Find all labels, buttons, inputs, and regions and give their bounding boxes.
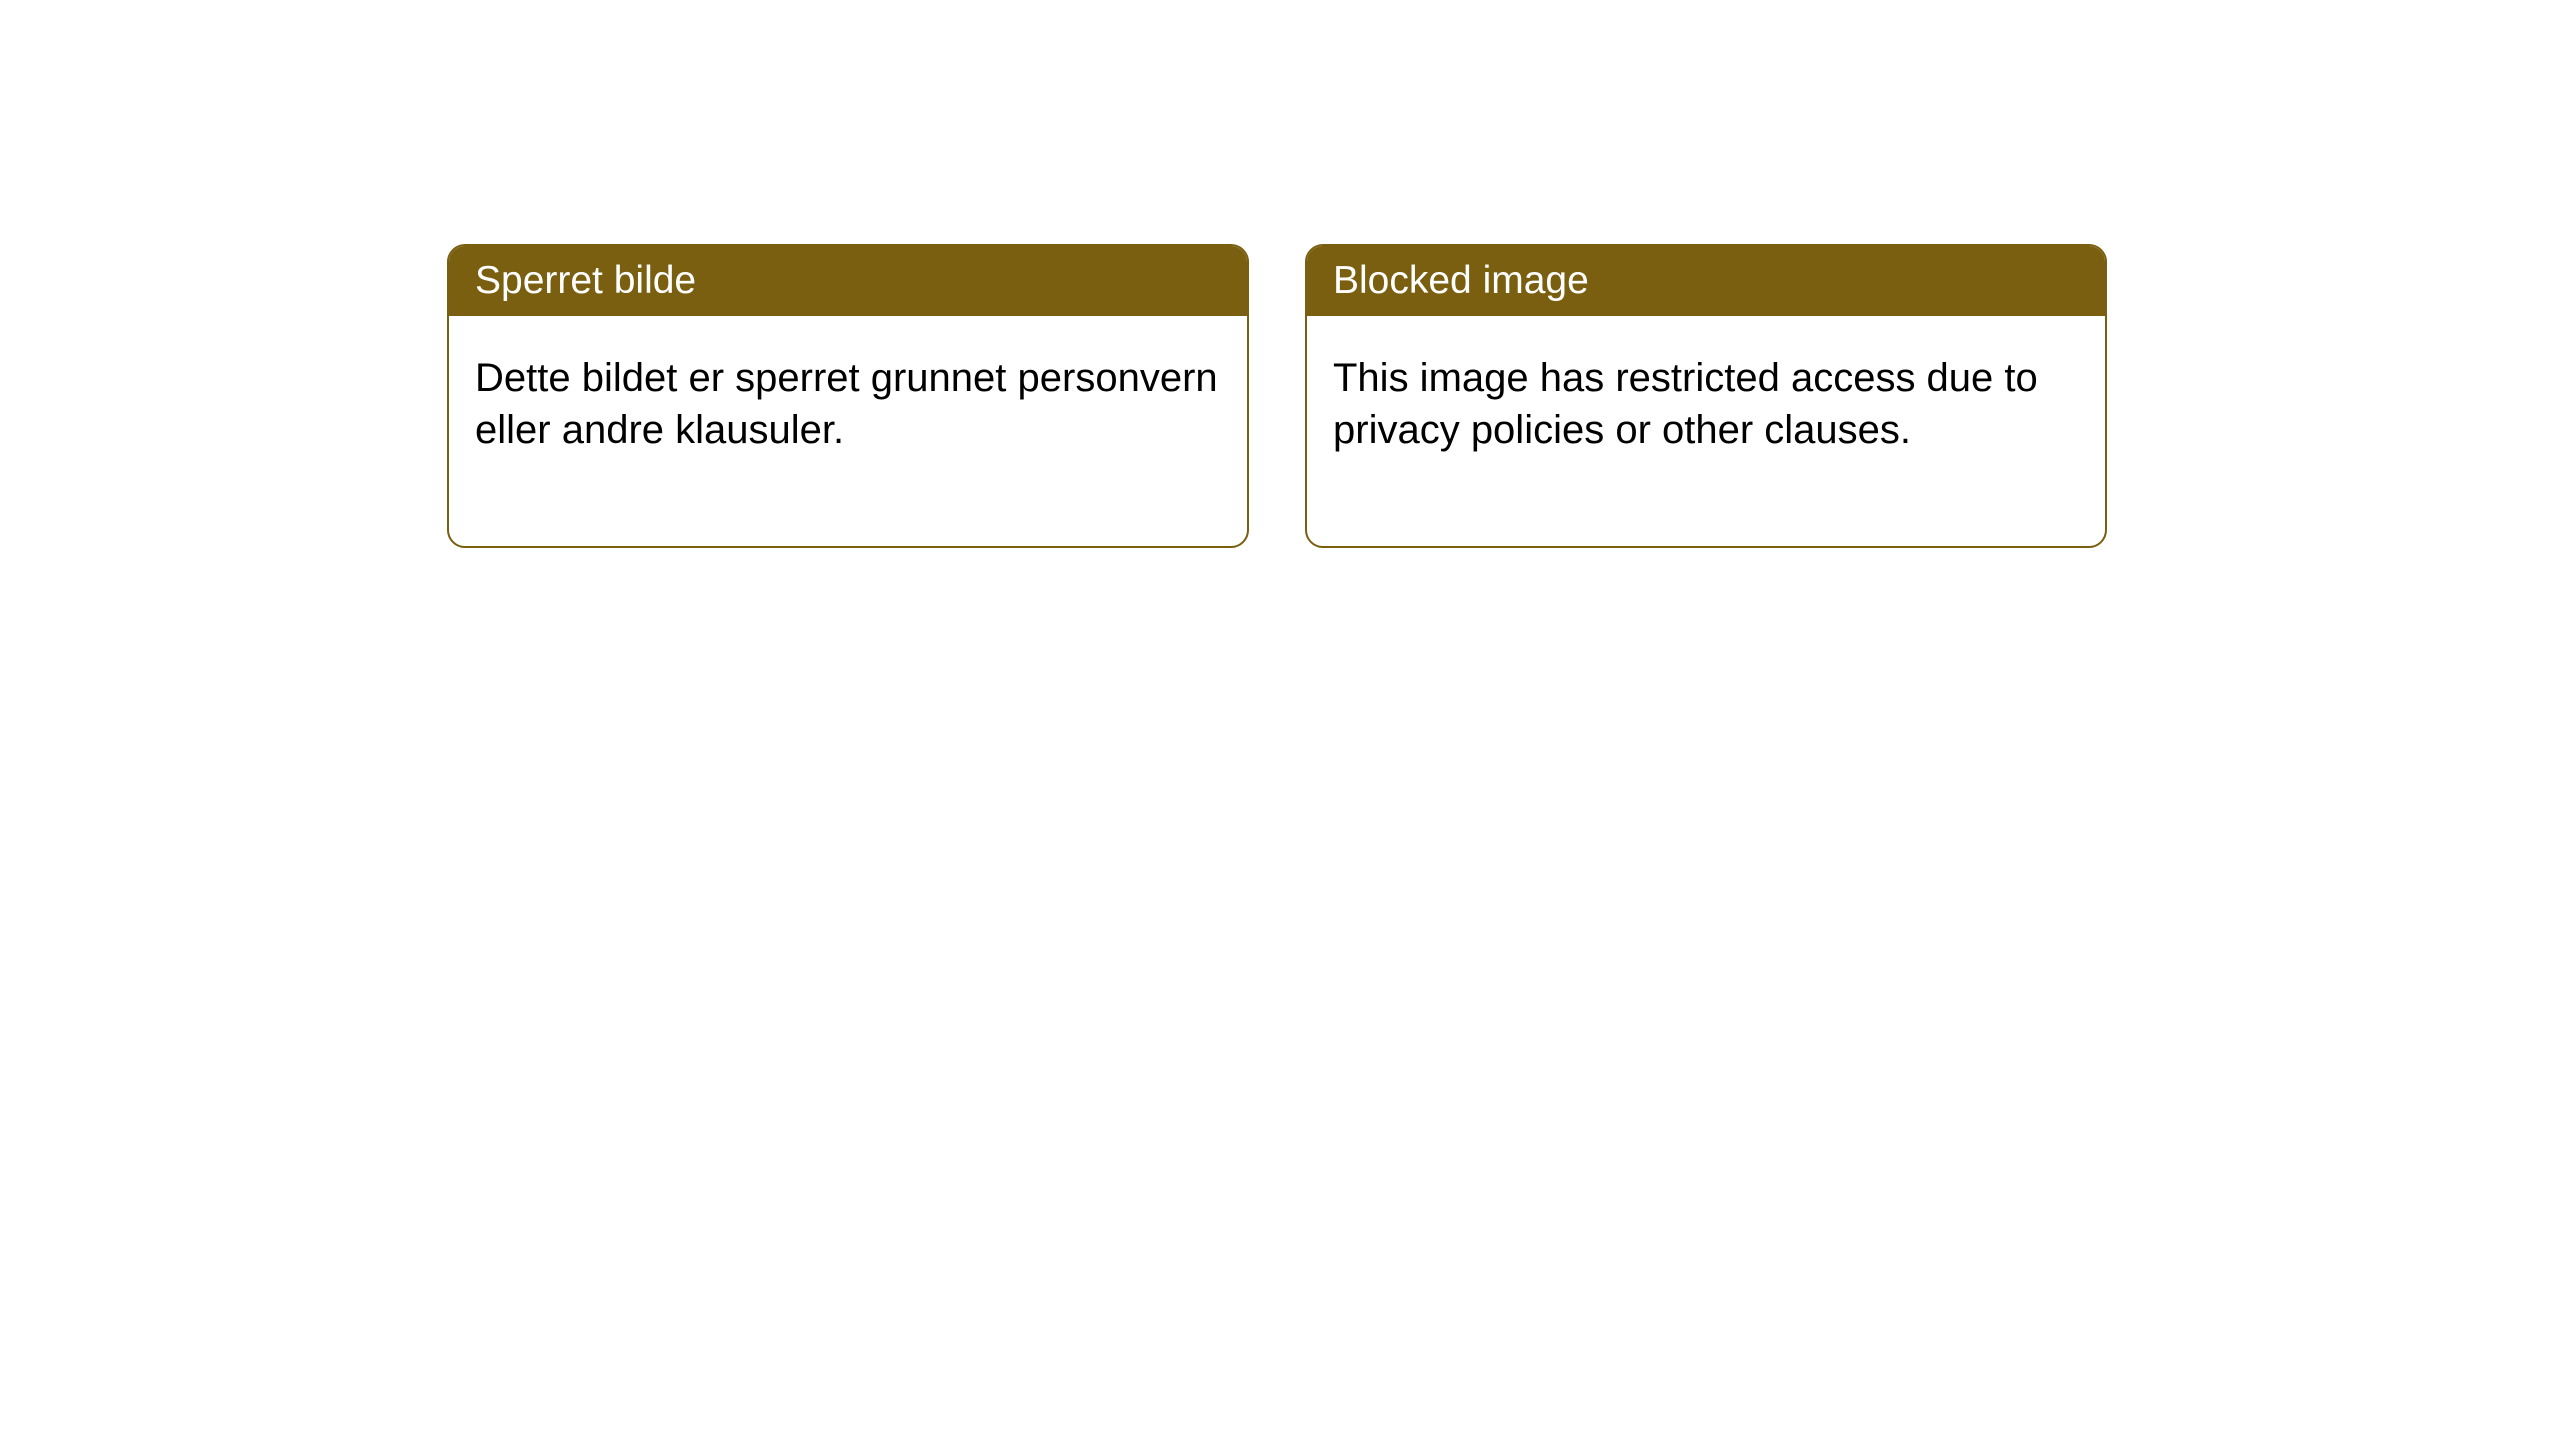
notice-card-norwegian: Sperret bilde Dette bildet er sperret gr… [447, 244, 1249, 548]
card-body: Dette bildet er sperret grunnet personve… [449, 316, 1247, 546]
card-body-text: Dette bildet er sperret grunnet personve… [475, 356, 1218, 452]
card-header: Blocked image [1307, 246, 2105, 316]
card-body-text: This image has restricted access due to … [1333, 356, 2038, 452]
card-header: Sperret bilde [449, 246, 1247, 316]
card-header-text: Sperret bilde [475, 259, 696, 302]
notice-card-container: Sperret bilde Dette bildet er sperret gr… [447, 244, 2107, 548]
card-body: This image has restricted access due to … [1307, 316, 2105, 546]
card-header-text: Blocked image [1333, 259, 1589, 302]
notice-card-english: Blocked image This image has restricted … [1305, 244, 2107, 548]
